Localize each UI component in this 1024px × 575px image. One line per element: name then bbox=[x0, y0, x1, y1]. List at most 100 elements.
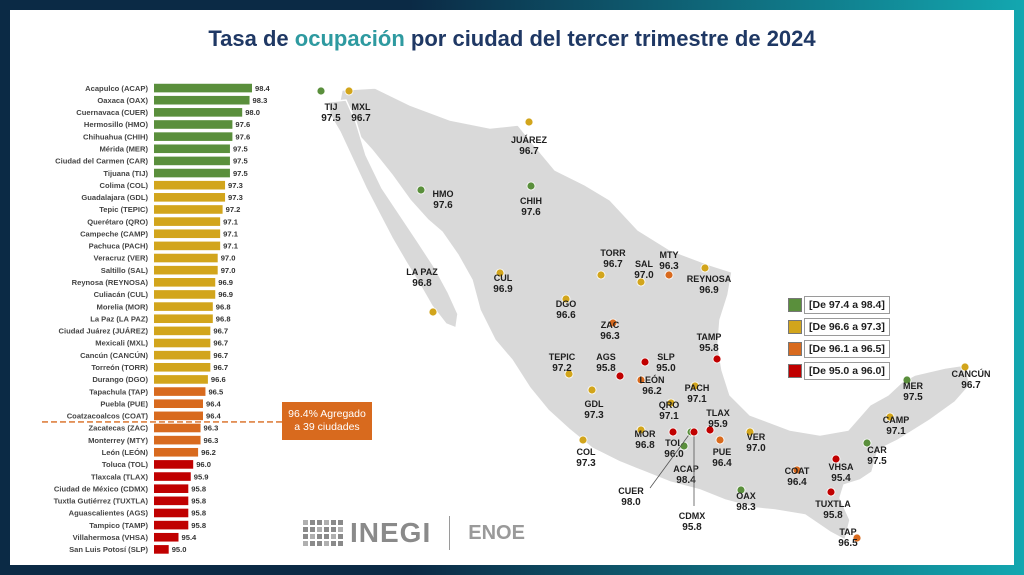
bar bbox=[154, 338, 211, 348]
city-value-label: 97.5 bbox=[903, 392, 923, 403]
bar bbox=[154, 156, 230, 166]
footer: INEGI ENOE bbox=[302, 516, 525, 550]
bar-row: Ciudad de México (CDMX) 95.8 bbox=[54, 484, 206, 493]
city-code-label: CAR bbox=[867, 445, 887, 455]
bar-row: Villahermosa (VHSA) 95.4 bbox=[73, 532, 197, 542]
city-dot bbox=[852, 533, 862, 543]
bar-row: Ciudad del Carmen (CAR) 97.5 bbox=[55, 156, 249, 166]
city-value-label: 97.3 bbox=[584, 410, 604, 421]
city-value-label: 96.8 bbox=[412, 278, 432, 289]
bar-category-label: Villahermosa (VHSA) bbox=[73, 533, 149, 542]
city-dot bbox=[578, 435, 588, 445]
logo-cell bbox=[303, 527, 308, 532]
city-value-label: 95.4 bbox=[831, 473, 851, 484]
city-value-label: 95.8 bbox=[699, 343, 719, 354]
city-value-label: 95.9 bbox=[708, 419, 728, 430]
bar bbox=[154, 545, 169, 554]
city-value-label: 97.5 bbox=[321, 113, 341, 124]
city-code-label: SAL bbox=[635, 259, 654, 269]
bar-row: Coatzacoalcos (COAT) 96.4 bbox=[67, 411, 222, 421]
city-dot bbox=[526, 181, 536, 191]
city-code-label: VHSA bbox=[828, 462, 854, 472]
bar-row: Tijuana (TIJ) 97.5 bbox=[103, 168, 249, 178]
city-code-label: TIJ bbox=[324, 102, 337, 112]
city-code-label: DGO bbox=[556, 299, 577, 309]
bar-category-label: Chihuahua (CHIH) bbox=[83, 132, 148, 141]
bar-value-label: 95.8 bbox=[191, 497, 206, 506]
logo-cell bbox=[338, 520, 343, 525]
city-dot bbox=[664, 270, 674, 280]
logo-cell bbox=[324, 534, 329, 539]
bar-value-label: 96.7 bbox=[213, 351, 228, 360]
bar-category-label: Aguascalientes (AGS) bbox=[69, 509, 149, 518]
bar-row: San Luis Potosí (SLP) 95.0 bbox=[69, 545, 186, 554]
bar-category-label: Tapachula (TAP) bbox=[89, 387, 148, 396]
city-code-label: TORR bbox=[600, 248, 626, 258]
city-value-label: 96.8 bbox=[635, 440, 655, 451]
legend-swatch bbox=[788, 298, 802, 312]
logo-cell bbox=[331, 534, 336, 539]
legend-item: [De 96.1 a 96.5] bbox=[788, 338, 890, 360]
city-dot bbox=[495, 268, 505, 278]
bar-row: Monterrey (MTY) 96.3 bbox=[88, 435, 218, 445]
logo-cell bbox=[317, 541, 322, 546]
bar bbox=[154, 180, 226, 190]
bar-category-label: Campeche (CAMP) bbox=[80, 229, 148, 238]
city-dot bbox=[700, 263, 710, 273]
bar bbox=[154, 168, 230, 178]
city-dot bbox=[316, 86, 326, 96]
city-code-label: MTY bbox=[660, 250, 679, 260]
city-value-label: 95.8 bbox=[823, 510, 843, 521]
city-value-label: 96.2 bbox=[642, 386, 662, 397]
bar bbox=[154, 411, 203, 421]
bar-category-label: Culiacán (CUL) bbox=[94, 290, 149, 299]
logo-cell bbox=[303, 520, 308, 525]
average-callout: 96.4% Agregado a 39 ciudades bbox=[282, 402, 372, 440]
bar bbox=[154, 350, 211, 360]
bar-row: Tepic (TEPIC) 97.2 bbox=[99, 205, 240, 214]
legend-swatch bbox=[788, 320, 802, 334]
bar-row: Tampico (TAMP) 95.8 bbox=[89, 520, 206, 530]
bar bbox=[154, 241, 221, 251]
bar-row: Cuernavaca (CUER) 98.0 bbox=[76, 108, 260, 117]
city-code-label: MOR bbox=[635, 429, 656, 439]
bar bbox=[154, 532, 179, 542]
bar-value-label: 95.8 bbox=[191, 484, 206, 493]
bar-row: Reynosa (REYNOSA) 96.9 bbox=[72, 278, 233, 287]
bar bbox=[154, 460, 194, 469]
bar-row: Tapachula (TAP) 96.5 bbox=[89, 387, 224, 396]
city-dot bbox=[596, 270, 606, 280]
bar-category-label: Acapulco (ACAP) bbox=[85, 84, 148, 93]
bar-row: Campeche (CAMP) 97.1 bbox=[80, 229, 239, 238]
city-dot bbox=[831, 454, 841, 464]
bar-value-label: 96.9 bbox=[218, 278, 233, 287]
city-value-label: 97.6 bbox=[433, 200, 453, 211]
city-code-label: REYNOSA bbox=[687, 274, 732, 284]
city-code-label: HMO bbox=[433, 189, 454, 199]
bar-value-label: 95.9 bbox=[194, 472, 209, 481]
bar bbox=[154, 205, 223, 214]
logo-cell bbox=[310, 520, 315, 525]
city-dot bbox=[587, 385, 597, 395]
city-code-label: TEPIC bbox=[549, 352, 576, 362]
legend-label: [De 96.1 a 96.5] bbox=[804, 340, 890, 358]
city-dot bbox=[705, 425, 715, 435]
bar-category-label: Tlaxcala (TLAX) bbox=[91, 472, 148, 481]
city-code-label: AGS bbox=[596, 352, 616, 362]
logo-cell bbox=[338, 527, 343, 532]
bar bbox=[154, 144, 230, 154]
city-code-label: MER bbox=[903, 381, 924, 391]
bar-category-label: Cuernavaca (CUER) bbox=[76, 108, 148, 117]
city-value-label: 96.6 bbox=[556, 310, 576, 321]
bar-category-label: Saltillo (SAL) bbox=[101, 266, 149, 275]
